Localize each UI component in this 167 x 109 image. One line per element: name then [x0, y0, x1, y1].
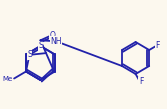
- Text: Me: Me: [2, 76, 12, 82]
- Text: NH: NH: [50, 37, 62, 46]
- Text: O: O: [49, 31, 55, 40]
- Text: F: F: [139, 77, 143, 86]
- Text: S: S: [38, 42, 43, 50]
- Text: F: F: [156, 41, 160, 50]
- Text: S: S: [27, 50, 32, 59]
